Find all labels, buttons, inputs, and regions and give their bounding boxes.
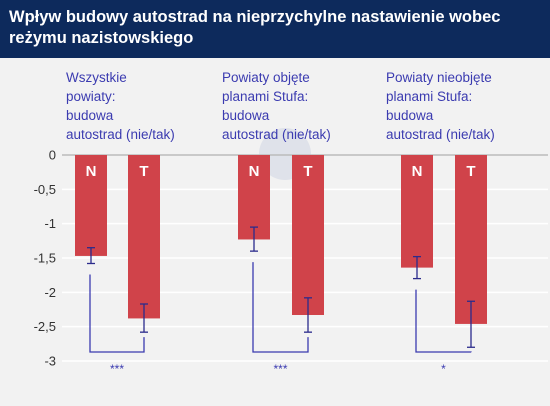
bar [455,155,487,324]
significance-label: *** [110,362,124,376]
bar [238,155,270,240]
y-tick-label: -1,5 [34,251,56,266]
bar-label: T [466,163,475,180]
group-label-line: Powiaty nieobjęte [386,70,492,85]
bar [128,155,160,319]
group-label-line: autostrad (nie/tak) [66,127,175,142]
bar [292,155,324,315]
significance-label: * [441,362,446,376]
bar-chart: 0 -0,5 -1 -1,5 -2 -2,5 -3 Wszystkie powiaty: budo… [34,70,548,376]
y-tick-label: -2,5 [34,319,56,334]
group-label-line: autostrad (nie/tak) [386,127,495,142]
group-label-line: powiaty: [66,89,116,104]
bar-label: N [249,163,260,180]
y-tick-label: 0 [49,148,56,163]
group-label-line: budowa [386,108,434,123]
significance-bracket [89,274,145,353]
significance-label: *** [273,362,287,376]
y-tick-label: -3 [44,354,56,369]
bar-label: N [412,163,423,180]
bar-label: N [86,163,97,180]
bar-label: T [303,163,312,180]
y-tick-label: -0,5 [34,182,56,197]
group-label-line: Powiaty objęte [222,70,310,85]
y-tick-label: -1 [44,216,56,231]
significance-bracket [415,289,472,353]
bar-label: T [139,163,148,180]
bar [401,155,433,268]
group-label-line: planami Stufa: [386,89,472,104]
chart-title: Wpływ budowy autostrad na nieprzychylne … [9,8,501,47]
group-label-line: Wszystkie [66,70,127,85]
significance-bracket [252,262,309,353]
bar [75,155,107,256]
y-tick-label: -2 [44,285,56,300]
group-label-line: planami Stufa: [222,89,308,104]
group-label-line: autostrad (nie/tak) [222,127,331,142]
chart-header: Wpływ budowy autostrad na nieprzychylne … [0,0,550,58]
group-label-line: budowa [66,108,114,123]
group-label-line: budowa [222,108,270,123]
